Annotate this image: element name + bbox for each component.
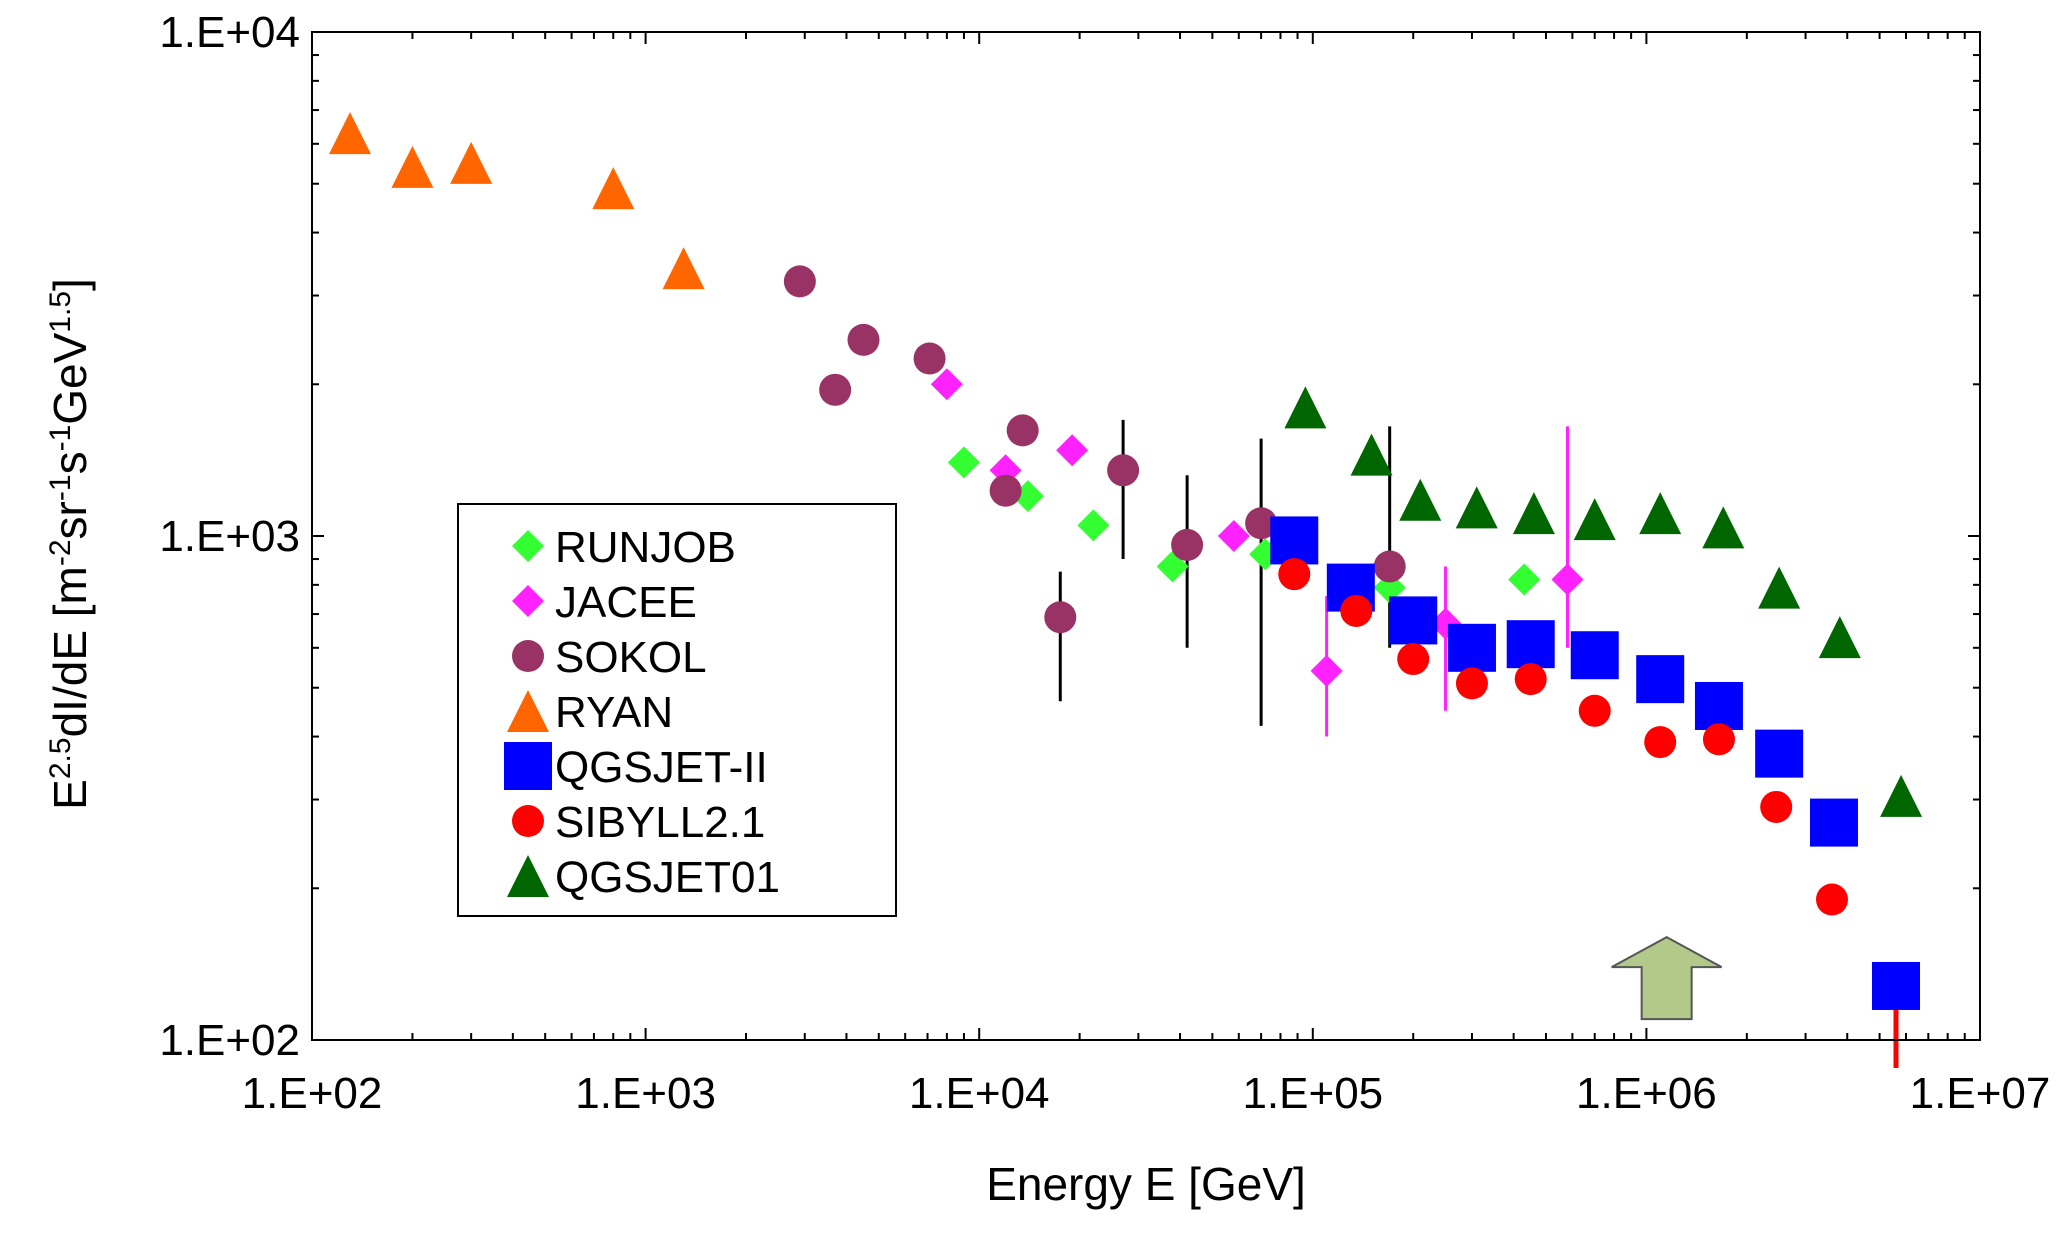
data-point-qgsjet01 <box>1399 478 1442 521</box>
data-point-qgsjet-ii <box>1809 798 1858 847</box>
y-tick-label: 1.E+03 <box>159 512 300 561</box>
data-point-qgsjet01 <box>1639 492 1682 535</box>
data-point-runjob <box>947 446 980 479</box>
data-point-qgsjet01 <box>1455 486 1498 529</box>
x-tick-label: 1.E+06 <box>1576 1069 1717 1118</box>
legend-marker-qgsjet01 <box>507 855 549 897</box>
data-point-qgsjet01 <box>1758 566 1801 609</box>
data-point-sibyll2-1 <box>1514 663 1547 696</box>
data-point-sokol <box>1006 414 1039 447</box>
data-point-qgsjet01 <box>1284 386 1327 429</box>
legend-label-runjob: RUNJOB <box>555 523 736 572</box>
data-point-qgsjet01 <box>1818 616 1861 659</box>
data-point-qgsjet-ii <box>1570 631 1619 680</box>
data-point-sibyll2-1 <box>1644 726 1677 759</box>
legend-label-ryan: RYAN <box>555 688 673 737</box>
data-point-qgsjet01 <box>1350 433 1393 476</box>
data-point-sibyll2-1 <box>1815 883 1848 916</box>
data-point-ryan <box>329 112 372 155</box>
x-axis-title: Energy E [GeV] <box>986 1158 1306 1210</box>
data-point-qgsjet01 <box>1512 492 1555 535</box>
data-point-ryan <box>450 141 493 184</box>
data-point-sokol <box>1373 550 1406 583</box>
legend-label-sibyll2-1: SIBYLL2.1 <box>555 798 765 847</box>
data-point-runjob <box>1077 509 1110 542</box>
data-point-runjob <box>1508 563 1541 596</box>
legend-label-qgsjet-ii: QGSJET-II <box>555 743 768 792</box>
y-tick-label: 1.E+02 <box>159 1016 300 1065</box>
data-point-qgsjet01 <box>1880 774 1923 817</box>
data-point-jacee <box>930 368 963 401</box>
data-point-sokol <box>1245 507 1278 540</box>
data-point-sibyll2-1 <box>1397 643 1430 676</box>
arrow-up-icon <box>1611 936 1723 1021</box>
data-point-jacee <box>1056 434 1089 467</box>
data-point-qgsjet01 <box>1702 506 1745 549</box>
data-point-sokol <box>847 323 880 356</box>
data-point-sokol <box>819 373 852 406</box>
x-tick-label: 1.E+03 <box>575 1069 716 1118</box>
data-point-sibyll2-1 <box>1340 594 1373 627</box>
data-point-sibyll2-1 <box>1578 694 1611 727</box>
x-tick-label: 1.E+07 <box>1910 1069 2051 1118</box>
data-point-sokol <box>989 474 1022 507</box>
data-point-sokol <box>913 342 946 375</box>
x-tick-label: 1.E+04 <box>909 1069 1050 1118</box>
data-marks <box>329 112 1923 1068</box>
data-point-sokol <box>1044 601 1077 634</box>
data-point-sibyll2-1 <box>1702 723 1735 756</box>
y-axis-title: E2.5dI/dE [m-2sr-1s-1GeV1.5] <box>44 278 97 810</box>
y-tick-label: 1.E+04 <box>159 8 300 57</box>
x-tick-label: 1.E+02 <box>242 1069 383 1118</box>
data-point-sokol <box>783 265 816 298</box>
data-point-runjob <box>1011 480 1044 513</box>
data-point-qgsjet01 <box>1573 498 1616 541</box>
data-point-sokol <box>1107 454 1140 487</box>
data-point-qgsjet-ii <box>1871 961 1920 1010</box>
data-point-qgsjet-ii <box>1694 681 1743 730</box>
data-point-qgsjet-ii <box>1270 516 1319 565</box>
legend-marker-sokol <box>512 640 544 672</box>
axes: 1.E+02 1.E+03 1.E+04 1.E+05 1.E+06 1.E+07 1.E+… <box>44 8 2051 1210</box>
data-point-qgsjet-ii <box>1755 729 1804 778</box>
data-point-jacee <box>1217 520 1250 552</box>
data-point-ryan <box>662 247 705 290</box>
legend-label-jacee: JACEE <box>555 578 697 627</box>
data-point-jacee <box>1310 654 1343 687</box>
legend-marker-runjob <box>512 530 544 562</box>
data-point-sibyll2-1 <box>1455 667 1488 700</box>
x-tick-label: 1.E+05 <box>1242 1069 1383 1118</box>
legend-marker-sibyll2-1 <box>512 805 544 837</box>
legend-marker-jacee <box>512 585 544 617</box>
data-point-ryan <box>592 167 635 210</box>
data-point-ryan <box>391 145 434 188</box>
data-point-qgsjet-ii <box>1389 596 1438 645</box>
legend: RUNJOB JACEE SOKOL RYAN QGSJET-II SIBYLL2.1 QG… <box>457 503 897 917</box>
legend-marker-ryan <box>507 690 549 732</box>
data-point-sibyll2-1 <box>1760 790 1793 823</box>
data-point-qgsjet-ii <box>1447 623 1496 672</box>
legend-label-qgsjet01: QGSJET01 <box>555 853 780 902</box>
legend-marker-qgsjet-ii <box>504 742 552 790</box>
legend-label-sokol: SOKOL <box>555 633 707 682</box>
data-point-sibyll2-1 <box>1278 558 1311 591</box>
data-point-qgsjet-ii <box>1636 655 1685 704</box>
data-point-jacee <box>1551 563 1584 596</box>
data-point-qgsjet-ii <box>1506 620 1555 669</box>
data-point-sokol <box>1171 528 1204 561</box>
